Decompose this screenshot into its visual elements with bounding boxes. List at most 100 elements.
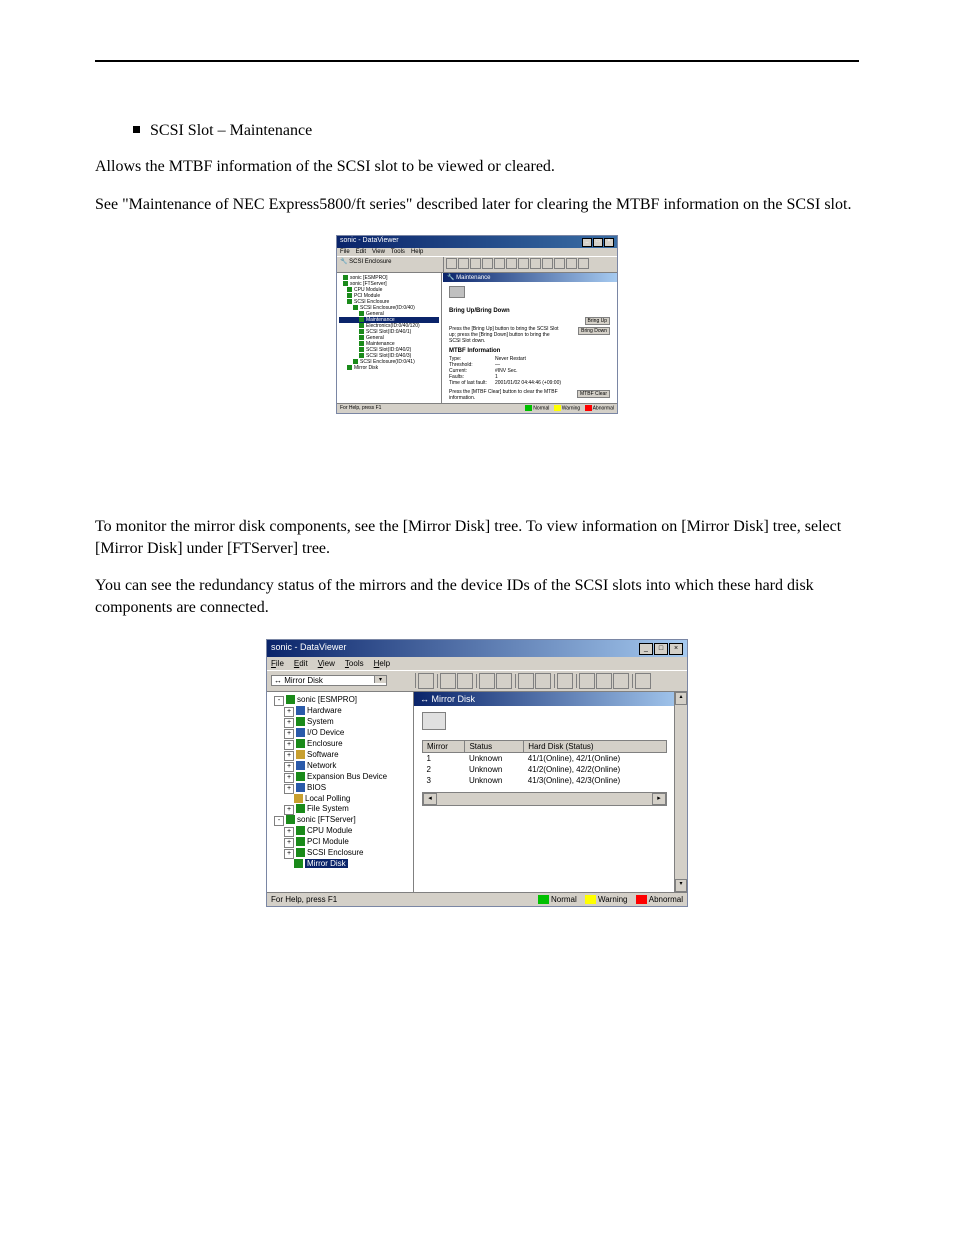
tree-item[interactable]: +I/O Device xyxy=(270,728,410,739)
tree-item[interactable]: +Hardware xyxy=(270,706,410,717)
menu-item[interactable]: Help xyxy=(374,659,390,668)
toolbar-icon[interactable] xyxy=(446,258,457,269)
menu-item[interactable]: File xyxy=(271,659,284,668)
tree-item[interactable]: +BIOS xyxy=(270,783,410,794)
tree-item[interactable]: +Enclosure xyxy=(270,739,410,750)
scroll-down-icon[interactable]: ▾ xyxy=(675,879,687,892)
expand-icon[interactable]: - xyxy=(274,816,284,826)
tree-view[interactable]: -sonic [ESMPRO]+Hardware+System+I/O Devi… xyxy=(267,692,414,892)
toolbar-icon[interactable] xyxy=(518,258,529,269)
close-icon[interactable]: × xyxy=(604,238,614,247)
tree-item[interactable]: +Expansion Bus Device xyxy=(270,772,410,783)
minimize-icon[interactable]: _ xyxy=(639,643,653,655)
table-row[interactable]: 3Unknown41/3(Online), 42/3(Online) xyxy=(423,775,667,786)
toolbar-icon[interactable] xyxy=(458,258,469,269)
bullet-square-icon xyxy=(133,126,140,133)
expand-icon[interactable]: + xyxy=(284,773,294,783)
bring-up-button[interactable]: Bring Up xyxy=(585,317,610,325)
nav-fwd-icon[interactable] xyxy=(457,673,473,689)
tree-combo[interactable]: ↔ Mirror Disk▾ xyxy=(271,675,387,686)
expand-icon[interactable]: + xyxy=(284,849,294,859)
expand-icon[interactable]: + xyxy=(284,740,294,750)
table-header[interactable]: Hard Disk (Status) xyxy=(524,740,667,752)
chevron-down-icon[interactable]: ▾ xyxy=(374,676,386,683)
tree-item[interactable]: Local Polling xyxy=(270,794,410,804)
toolbar-icon[interactable] xyxy=(578,258,589,269)
table-row[interactable]: 1Unknown41/1(Online), 42/1(Online) xyxy=(423,752,667,764)
tree-item[interactable]: Mirror Disk xyxy=(339,365,439,371)
mtbf-heading: MTBF Information xyxy=(449,348,611,354)
titlebar[interactable]: sonic - DataViewer _□× xyxy=(337,236,617,248)
expand-icon[interactable]: + xyxy=(284,805,294,815)
menu-tools[interactable]: Tools xyxy=(391,249,405,255)
tree-item[interactable]: +SCSI Enclosure xyxy=(270,848,410,859)
maximize-icon[interactable]: □ xyxy=(654,643,668,655)
maximize-icon[interactable]: □ xyxy=(593,238,603,247)
print-icon[interactable] xyxy=(518,673,534,689)
toolbar-icon[interactable] xyxy=(579,673,595,689)
tree-item[interactable]: +PCI Module xyxy=(270,837,410,848)
tree-header: ↔ Mirror Disk▾ xyxy=(267,673,416,688)
toolbar-icon[interactable] xyxy=(530,258,541,269)
scroll-right-icon[interactable]: ▸ xyxy=(652,793,666,805)
expand-icon[interactable]: + xyxy=(284,827,294,837)
titlebar[interactable]: sonic - DataViewer _□× xyxy=(267,640,687,657)
toolbar-icon[interactable] xyxy=(494,258,505,269)
menu-view[interactable]: View xyxy=(372,249,385,255)
expand-icon[interactable]: + xyxy=(284,729,294,739)
tree-view[interactable]: sonic [ESMPRO]sonic [FTServer]CPU Module… xyxy=(337,273,442,403)
horizontal-scrollbar[interactable]: ◂ ▸ xyxy=(422,792,667,806)
toolbar-icon[interactable] xyxy=(596,673,612,689)
menu-item[interactable]: Tools xyxy=(345,659,364,668)
toolbar-icon[interactable] xyxy=(506,258,517,269)
toolbar-icon[interactable] xyxy=(613,673,629,689)
menu-item[interactable]: View xyxy=(318,659,335,668)
toolbar-icon[interactable] xyxy=(557,673,573,689)
tree-item[interactable]: -sonic [ESMPRO] xyxy=(270,695,410,706)
expand-icon[interactable]: + xyxy=(284,784,294,794)
minimize-icon[interactable]: _ xyxy=(582,238,592,247)
table-header[interactable]: Status xyxy=(465,740,524,752)
toolbar-icon[interactable] xyxy=(479,673,495,689)
expand-icon[interactable]: + xyxy=(284,762,294,772)
toolbar-icon[interactable] xyxy=(418,673,434,689)
table-header[interactable]: Mirror xyxy=(423,740,465,752)
table-cell: 41/1(Online), 42/1(Online) xyxy=(524,752,667,764)
toolbar-icon[interactable] xyxy=(535,673,551,689)
help-icon[interactable] xyxy=(635,673,651,689)
tree-item[interactable]: +Software xyxy=(270,750,410,761)
table-row[interactable]: 2Unknown41/2(Online), 42/2(Online) xyxy=(423,764,667,775)
expand-icon[interactable]: - xyxy=(274,696,284,706)
expand-icon[interactable]: + xyxy=(284,718,294,728)
menu-help[interactable]: Help xyxy=(411,249,423,255)
toolbar-icon[interactable] xyxy=(470,258,481,269)
menu-edit[interactable]: Edit xyxy=(356,249,366,255)
toolbar-icon[interactable] xyxy=(482,258,493,269)
toolbar-icon[interactable] xyxy=(496,673,512,689)
nav-back-icon[interactable] xyxy=(440,673,456,689)
tree-item[interactable]: +File System xyxy=(270,804,410,815)
expand-icon[interactable]: + xyxy=(284,838,294,848)
tree-item[interactable]: -sonic [FTServer] xyxy=(270,815,410,826)
legend-abnormal: Abnormal xyxy=(593,406,614,412)
vertical-scrollbar[interactable]: ▴ ▾ xyxy=(674,692,687,892)
mtbf-clear-button[interactable]: MTBF Clear xyxy=(577,390,610,398)
tree-item[interactable]: Mirror Disk xyxy=(270,859,410,869)
toolbar xyxy=(444,257,617,272)
mirror-table: MirrorStatusHard Disk (Status) 1Unknown4… xyxy=(422,740,667,786)
expand-icon[interactable]: + xyxy=(284,707,294,717)
scroll-up-icon[interactable]: ▴ xyxy=(675,692,687,705)
bring-down-button[interactable]: Bring Down xyxy=(578,327,610,335)
tree-item[interactable]: +System xyxy=(270,717,410,728)
scroll-left-icon[interactable]: ◂ xyxy=(423,793,437,805)
tree-item[interactable]: +Network xyxy=(270,761,410,772)
toolbar-icon[interactable] xyxy=(554,258,565,269)
toolbar-icon[interactable] xyxy=(566,258,577,269)
expand-icon[interactable]: + xyxy=(284,751,294,761)
tree-item-icon xyxy=(296,717,305,726)
toolbar-icon[interactable] xyxy=(542,258,553,269)
close-icon[interactable]: × xyxy=(669,643,683,655)
tree-item[interactable]: +CPU Module xyxy=(270,826,410,837)
menu-file[interactable]: File xyxy=(340,249,350,255)
menu-item[interactable]: Edit xyxy=(294,659,308,668)
